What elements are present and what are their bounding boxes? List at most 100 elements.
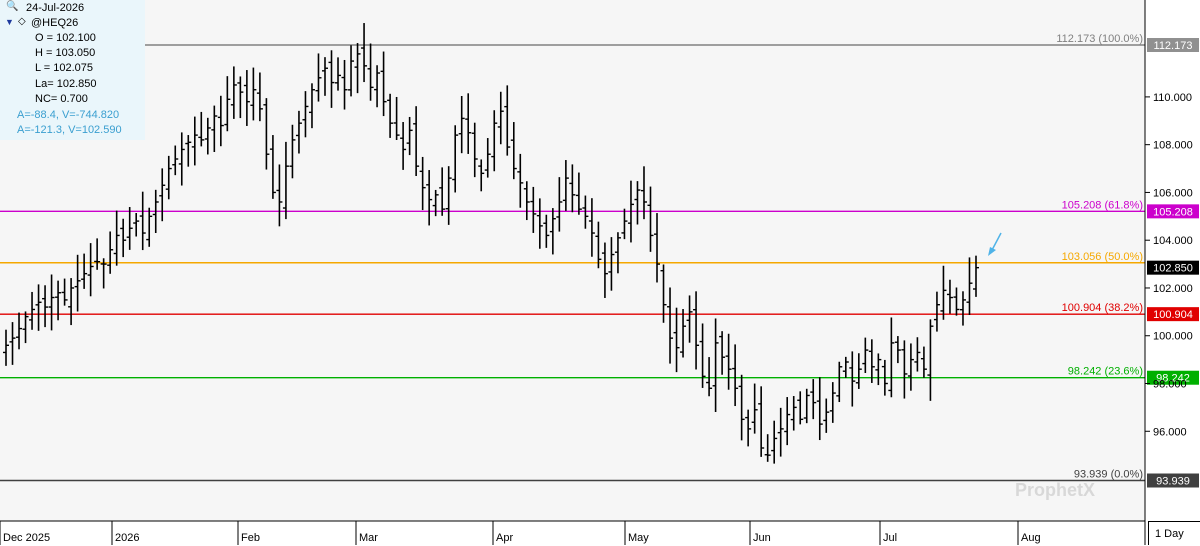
fib-axis-label-3: 100.904 [1153, 309, 1193, 321]
ohlc-bar [139, 191, 146, 251]
ohlc-bar [308, 83, 315, 129]
ohlc-bar [959, 291, 966, 326]
ohlc-bar [654, 213, 661, 283]
fib-axis-box-3 [1147, 307, 1199, 322]
ohlc-bar [491, 110, 498, 172]
ohlc-bar [348, 45, 355, 97]
x-tick-label-8: Aug [1021, 532, 1041, 544]
ohlc-bar [321, 57, 328, 96]
ohlc-bar [667, 287, 674, 364]
ohlc-bar [107, 231, 114, 274]
ohlc-bar [686, 295, 693, 343]
ohlc-bar [9, 322, 16, 365]
ohlc-bar [621, 208, 628, 240]
ohlc-bar [341, 59, 348, 110]
ohlc-info-panel: 🔍 24-Jul-2026 ▼ ◇ @HEQ26 O = 102.100 H =… [0, 0, 145, 140]
x-ticks-group: Dec 2025 2026 Feb Mar Apr May Jun Jul Aug [0, 521, 1041, 545]
y-tick-label-5: 106.000 [1153, 187, 1193, 199]
x-tick-label-4: Apr [496, 532, 513, 544]
ohlc-bar [367, 43, 374, 101]
ohlc-bar [230, 66, 237, 119]
angle-readout-2: A=-121.3, V=102.590 [17, 124, 122, 136]
ohlc-bar [881, 359, 888, 396]
x-tick-label-5: May [628, 532, 649, 544]
y-ticks-group: 96.000 98.000 100.000 102.000 104.000 106.000… [1145, 92, 1193, 438]
ohlc-bar [855, 353, 862, 389]
magnifier-icon[interactable]: 🔍 [6, 1, 19, 12]
ohlc-bar [100, 258, 107, 289]
ohlc-bar [94, 238, 101, 270]
ohlc-bar [289, 124, 296, 179]
ohlc-bar [159, 168, 166, 222]
diamond-icon[interactable]: ◇ [18, 16, 26, 27]
ohlc-bar [504, 85, 511, 156]
ohlc-bar [803, 388, 810, 424]
fib-axis-label-0: 112.173 [1154, 40, 1193, 52]
ohlc-bar [452, 125, 459, 193]
ohlc-bar [68, 278, 75, 326]
ohlc-bar [432, 189, 439, 217]
fib-axis-box-0 [1147, 38, 1199, 52]
ohlc-bar [484, 138, 491, 178]
ohlc-bar [55, 280, 62, 321]
high-value: H = 103.050 [35, 47, 96, 59]
ohlc-bar [465, 93, 472, 154]
timeframe-selector[interactable]: 1 Day [1148, 521, 1200, 545]
ohlc-bar [185, 135, 192, 167]
ohlc-bar [256, 72, 263, 122]
y-tick-label-2: 100.000 [1153, 331, 1193, 343]
ohlc-bar [810, 379, 817, 420]
ohlc-bar [627, 180, 634, 243]
ohlc-bar [152, 189, 159, 234]
ohlc-bar [946, 279, 953, 314]
x-tick-label-1: 2026 [115, 532, 139, 544]
ohlc-bar [380, 51, 387, 117]
ohlc-bar [894, 336, 901, 364]
symbol-label[interactable]: @HEQ26 [31, 17, 79, 29]
fib-axis-label-5: 93.939 [1156, 476, 1190, 488]
last-price-box [1147, 260, 1199, 275]
ohlc-bar [217, 95, 224, 147]
ohlc-bar [517, 153, 524, 208]
ohlc-bar [849, 351, 856, 407]
ohlc-bar [738, 374, 745, 441]
triangle-down-icon[interactable]: ▼ [5, 17, 14, 27]
x-tick-label-7: Jul [883, 532, 897, 544]
ohlc-bar [966, 257, 973, 315]
ohlc-bar [836, 361, 843, 403]
ohlc-bar [406, 116, 413, 156]
ohlc-bar [263, 98, 270, 170]
ohlc-bar [87, 243, 94, 297]
ohlc-bar [927, 319, 934, 401]
plot-area[interactable] [0, 0, 1145, 521]
date-axis[interactable] [0, 521, 1145, 545]
price-axis[interactable] [1145, 0, 1200, 521]
fib-label-1: 105.208 (61.8%) [1062, 199, 1143, 211]
fib-axis-label-4: 98.242 [1156, 373, 1190, 385]
ohlc-bar [693, 291, 700, 370]
ohlc-bar [165, 155, 172, 200]
ohlc-bar [393, 96, 400, 140]
ohlc-bar [797, 391, 804, 425]
x-tick-label-0: Dec 2025 [3, 532, 50, 544]
ohlc-bar [400, 122, 407, 170]
ohlc-bar [530, 186, 537, 233]
ohlc-bar [335, 57, 342, 91]
ohlc-bar [126, 207, 133, 250]
ohlc-bar [269, 135, 276, 199]
ohlc-bar [35, 284, 42, 331]
ohlc-bar [198, 111, 205, 147]
ohlc-bar [940, 265, 947, 320]
ohlc-bar [413, 106, 420, 177]
ohlc-bar [647, 186, 654, 252]
net-change-value: NC= 0.700 [35, 93, 88, 105]
ohlc-bar [224, 76, 231, 132]
ohlc-bar [510, 122, 517, 180]
ohlc-bar [439, 167, 446, 216]
ohlc-bar [61, 278, 68, 306]
fib-axis-box-4 [1147, 370, 1199, 385]
ohlc-bar [673, 307, 680, 373]
y-tick-label-1: 98.000 [1153, 379, 1187, 391]
fib-axis-box-1 [1147, 204, 1199, 219]
